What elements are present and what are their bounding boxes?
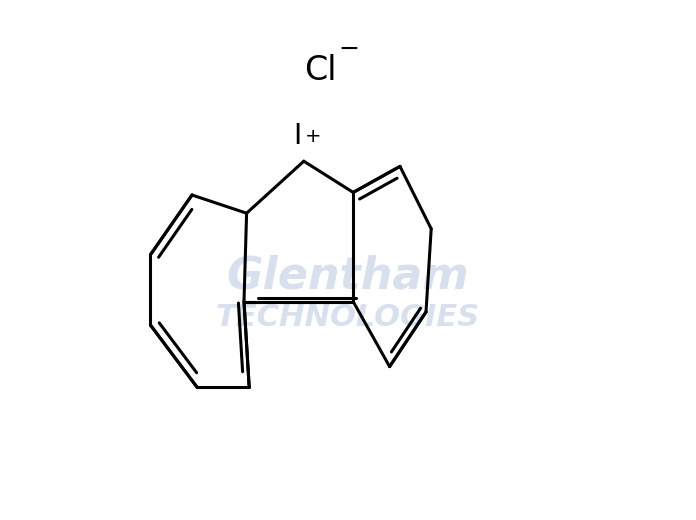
Text: TECHNOLOGIES: TECHNOLOGIES [216,303,480,332]
Text: +: + [305,126,322,146]
Text: −: − [338,37,359,61]
Text: I: I [293,122,301,150]
Text: Glentham: Glentham [227,254,469,297]
Text: Cl: Cl [304,54,337,87]
